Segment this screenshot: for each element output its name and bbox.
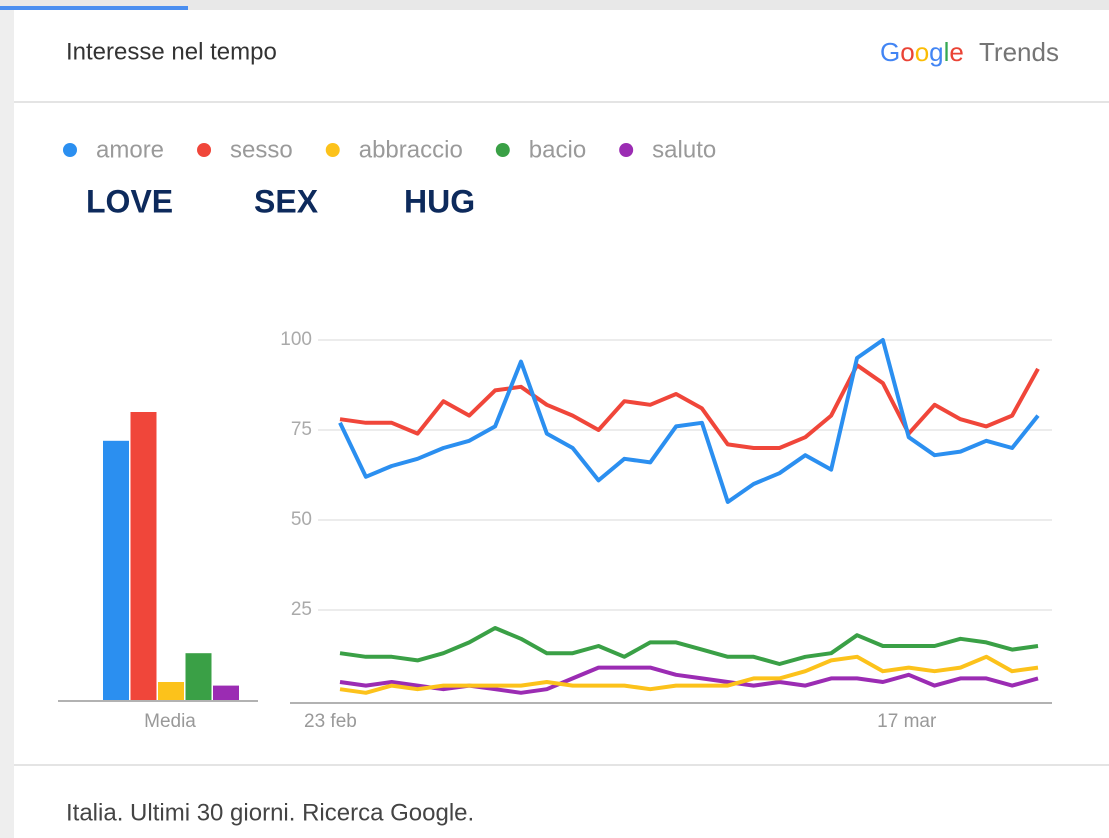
series-line (338, 338, 1040, 504)
x-tick-label: 17 mar (877, 711, 937, 732)
top-bar (0, 0, 1109, 10)
bar (103, 440, 129, 700)
legend-label: sesso (230, 136, 293, 163)
x-tick-label: 23 feb (304, 711, 357, 732)
y-tick-label: 75 (291, 419, 312, 440)
bar (158, 682, 184, 700)
legend-swatch (495, 143, 510, 157)
google-logo: Google (880, 37, 964, 67)
card-title: Interesse nel tempo (66, 38, 277, 65)
legend-swatch (619, 143, 634, 157)
y-tick-label: 100 (280, 329, 312, 350)
x-tick-label: Media (144, 711, 196, 732)
series-line (339, 626, 1039, 666)
active-tab (0, 6, 188, 10)
left-border (0, 10, 14, 838)
legend-swatch (325, 143, 340, 157)
y-tick-label: 50 (291, 509, 312, 530)
series-line (339, 363, 1040, 450)
legend-label: abbraccio (359, 136, 463, 163)
legend-swatch (197, 143, 212, 157)
legend-label: bacio (529, 136, 586, 163)
annotation: HUG (404, 183, 475, 219)
series-line (339, 654, 1039, 695)
legend-label: saluto (652, 136, 716, 163)
bar (213, 685, 239, 700)
bar (130, 412, 157, 700)
footer-text: Italia. Ultimi 30 giorni. Ricerca Google… (66, 799, 474, 826)
legend-swatch (63, 143, 77, 157)
product-name: Trends (979, 37, 1059, 67)
annotation: SEX (254, 183, 319, 219)
y-tick-label: 25 (291, 599, 312, 620)
legend-label: amore (96, 136, 164, 163)
bar (185, 653, 212, 700)
annotation: LOVE (86, 183, 173, 219)
